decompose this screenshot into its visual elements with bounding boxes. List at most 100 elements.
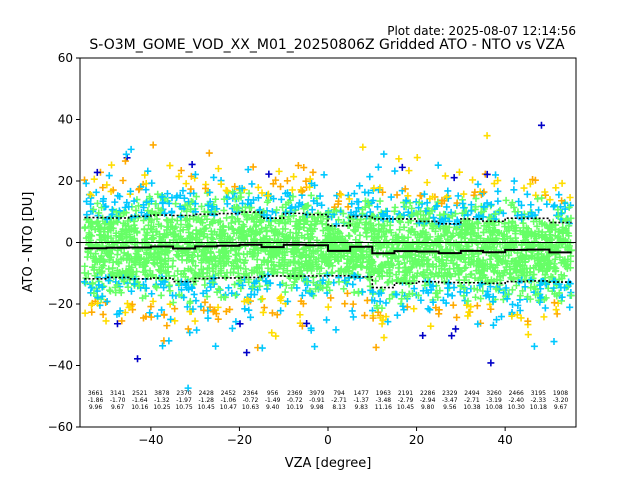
data-point: [340, 218, 348, 226]
data-point: [444, 235, 452, 243]
data-point: [172, 292, 180, 300]
data-point: [520, 237, 528, 245]
y-tick-label: 60: [58, 51, 73, 65]
data-point: [439, 259, 447, 267]
data-point: [471, 229, 479, 237]
x-axis: −40 −20 0 20 40: [138, 427, 513, 447]
data-point: [385, 268, 393, 276]
data-point: [273, 311, 281, 319]
data-point: [223, 214, 231, 222]
data-point: [369, 225, 377, 233]
data-point: [284, 297, 292, 305]
data-point: [215, 257, 223, 265]
data-point: [123, 199, 131, 207]
data-point: [154, 190, 162, 198]
data-point: [416, 234, 424, 242]
data-point: [135, 185, 143, 193]
data-point: [526, 269, 534, 277]
data-point: [285, 234, 293, 242]
data-point: [81, 224, 89, 232]
data-point: [408, 254, 416, 262]
data-point: [483, 132, 491, 140]
data-point: [306, 224, 314, 232]
data-point: [185, 222, 193, 230]
data-point: [158, 247, 166, 255]
data-point: [240, 297, 248, 305]
data-point: [153, 284, 161, 292]
data-point: [271, 226, 279, 234]
data-point: [112, 229, 120, 237]
data-point: [142, 258, 150, 266]
data-point: [551, 225, 559, 233]
data-point: [197, 218, 205, 226]
data-point: [241, 305, 249, 313]
data-point: [467, 201, 475, 209]
data-point: [396, 218, 404, 226]
data-point: [271, 265, 279, 273]
data-point: [125, 230, 133, 238]
bin-mean: -1.97: [176, 397, 192, 404]
data-point: [366, 282, 374, 290]
data-point: [157, 291, 165, 299]
data-point: [181, 267, 189, 275]
data-point: [174, 276, 182, 284]
data-point: [473, 302, 481, 310]
data-point: [480, 188, 488, 196]
data-point: [331, 203, 339, 211]
data-point: [151, 200, 159, 208]
data-point: [220, 195, 228, 203]
data-point: [108, 206, 116, 214]
data-point: [198, 270, 206, 278]
bin-mean: -1.70: [110, 397, 126, 404]
data-point: [497, 313, 505, 321]
data-point: [191, 262, 199, 270]
data-point: [313, 260, 321, 268]
data-point: [363, 264, 371, 272]
data-point: [152, 210, 160, 218]
data-point: [369, 288, 377, 296]
data-point: [400, 306, 408, 314]
data-point: [172, 236, 180, 244]
data-point: [228, 289, 236, 297]
data-point: [533, 222, 541, 230]
data-point: [492, 171, 500, 179]
data-point: [415, 199, 423, 207]
data-point: [284, 215, 292, 223]
bin-mean: -3.20: [553, 397, 569, 404]
bin-count: 2521: [132, 390, 147, 397]
data-point: [216, 254, 224, 262]
data-point: [102, 202, 110, 210]
data-point: [437, 265, 445, 273]
data-point: [258, 344, 266, 352]
data-point: [541, 304, 549, 312]
data-point: [147, 313, 155, 321]
data-point: [547, 235, 555, 243]
data-point: [479, 189, 487, 197]
data-point: [361, 311, 369, 319]
data-point: [334, 227, 342, 235]
data-point: [201, 224, 209, 232]
data-point: [212, 342, 220, 350]
data-point: [323, 271, 331, 279]
data-point: [131, 257, 139, 265]
data-point: [82, 179, 90, 187]
data-point: [347, 209, 355, 217]
data-point: [489, 321, 497, 329]
data-point: [125, 304, 133, 312]
bin-std: 10.16: [131, 404, 148, 411]
data-point: [290, 212, 298, 220]
y-tick-label: 20: [58, 174, 73, 188]
data-point: [408, 211, 416, 219]
data-point: [115, 259, 123, 267]
data-point: [184, 325, 192, 333]
data-point: [339, 210, 347, 218]
data-point: [435, 310, 443, 318]
data-point: [307, 263, 315, 271]
data-point: [355, 219, 363, 227]
data-point: [304, 230, 312, 238]
data-point: [199, 289, 207, 297]
data-point: [539, 264, 547, 272]
data-point: [148, 179, 156, 187]
data-point: [142, 198, 150, 206]
data-point: [501, 256, 509, 264]
